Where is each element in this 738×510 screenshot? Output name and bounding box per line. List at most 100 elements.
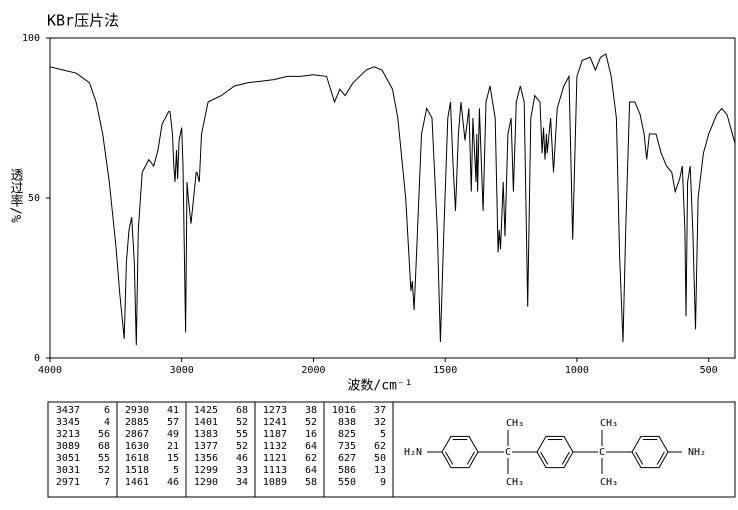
carbon-label: C [599,447,605,458]
peak-wavenumber: 1377 [194,441,218,452]
peak-transmittance: 7 [104,477,110,488]
peak-transmittance: 33 [236,465,248,476]
double-bond [561,451,570,465]
peak-transmittance: 50 [374,453,386,464]
x-tick-label: 1000 [565,365,589,376]
info-box [47,401,736,498]
double-bond [656,451,665,465]
peak-wavenumber: 735 [338,441,356,452]
spectrum-line [49,53,736,346]
peak-transmittance: 52 [98,465,110,476]
peak-wavenumber: 1187 [263,429,287,440]
plot-frame [49,37,736,359]
double-bond [540,451,549,465]
amine-group: NH₂ [688,447,706,458]
peak-wavenumber: 1630 [125,441,149,452]
peak-transmittance: 68 [236,405,248,416]
label-bg [598,446,606,458]
peak-transmittance: 52 [305,417,317,428]
peak-wavenumber: 3213 [56,429,80,440]
y-axis-label: 透过率/% [8,168,24,223]
x-tick-label: 3000 [170,365,194,376]
peak-wavenumber: 1401 [194,417,218,428]
peak-wavenumber: 825 [338,429,356,440]
peak-transmittance: 15 [167,453,179,464]
peak-wavenumber: 1273 [263,405,287,416]
benzene-ring [441,435,479,469]
peak-wavenumber: 3051 [56,453,80,464]
peak-transmittance: 21 [167,441,179,452]
peak-wavenumber: 1121 [263,453,287,464]
peak-wavenumber: 1383 [194,429,218,440]
peak-transmittance: 52 [236,417,248,428]
peak-transmittance: 5 [173,465,179,476]
peak-transmittance: 5 [380,429,386,440]
peak-transmittance: 58 [305,477,317,488]
double-bond [466,451,475,465]
peak-wavenumber: 1425 [194,405,218,416]
peak-wavenumber: 1518 [125,465,149,476]
peak-transmittance: 49 [167,429,179,440]
y-tick-label: 100 [22,33,40,44]
x-axis-label: 波数/cm⁻¹ [347,379,412,394]
peak-transmittance: 13 [374,465,386,476]
peak-wavenumber: 1356 [194,453,218,464]
double-bond [635,451,644,465]
peak-transmittance: 68 [98,441,110,452]
peak-transmittance: 16 [305,429,317,440]
peak-wavenumber: 586 [338,465,356,476]
peak-transmittance: 62 [305,453,317,464]
peak-wavenumber: 1241 [263,417,287,428]
double-bond [445,451,454,465]
peak-transmittance: 62 [374,441,386,452]
peak-transmittance: 55 [236,429,248,440]
peak-wavenumber: 2971 [56,477,80,488]
x-tick-label: 1500 [433,365,457,376]
y-tick-label: 0 [34,353,40,364]
peak-transmittance: 46 [167,477,179,488]
carbon-label: C [505,447,511,458]
peak-wavenumber: 1132 [263,441,287,452]
peak-wavenumber: 1618 [125,453,149,464]
chart-title: KBr压片法 [47,12,119,30]
peak-wavenumber: 1461 [125,477,149,488]
peak-transmittance: 9 [380,477,386,488]
peak-transmittance: 55 [98,453,110,464]
peak-transmittance: 57 [167,417,179,428]
benzene-ring [536,435,574,469]
peak-transmittance: 64 [305,465,317,476]
methyl-label: CH₃ [506,477,524,488]
peak-transmittance: 56 [98,429,110,440]
peak-wavenumber: 1299 [194,465,218,476]
peak-transmittance: 52 [236,441,248,452]
peak-wavenumber: 2930 [125,405,149,416]
x-tick-label: 4000 [38,365,62,376]
peak-transmittance: 32 [374,417,386,428]
peak-transmittance: 64 [305,441,317,452]
peak-wavenumber: 1113 [263,465,287,476]
x-tick-label: 500 [700,365,718,376]
peak-wavenumber: 627 [338,453,356,464]
x-tick-label: 2000 [301,365,325,376]
peak-wavenumber: 3089 [56,441,80,452]
peak-wavenumber: 3437 [56,405,80,416]
peak-transmittance: 6 [104,405,110,416]
peak-wavenumber: 2885 [125,417,149,428]
methyl-label: CH₃ [506,418,524,429]
peak-transmittance: 41 [167,405,179,416]
amine-group: H₂N [404,447,422,458]
y-tick-label: 50 [28,193,40,204]
peak-wavenumber: 3345 [56,417,80,428]
peak-wavenumber: 838 [338,417,356,428]
peak-transmittance: 4 [104,417,110,428]
benzene-ring [631,435,669,469]
peak-wavenumber: 3031 [56,465,80,476]
methyl-label: CH₃ [600,477,618,488]
methyl-label: CH₃ [600,418,618,429]
peak-wavenumber: 550 [338,477,356,488]
peak-transmittance: 37 [374,405,386,416]
peak-transmittance: 34 [236,477,248,488]
peak-wavenumber: 1290 [194,477,218,488]
peak-wavenumber: 2867 [125,429,149,440]
